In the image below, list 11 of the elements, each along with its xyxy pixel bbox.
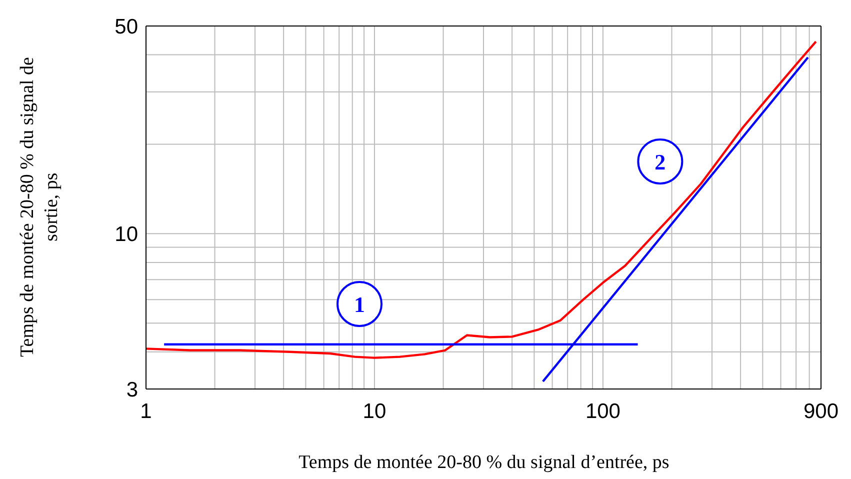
x-tick-label: 900 xyxy=(803,400,839,423)
x-tick-label: 100 xyxy=(585,400,620,423)
x-tick-label: 10 xyxy=(362,400,386,423)
y-tick-label: 3 xyxy=(126,378,138,402)
annotation: 1 xyxy=(354,292,366,317)
y-tick-label: 10 xyxy=(114,223,138,246)
annotation: 2 xyxy=(654,149,666,174)
y-tick-label: 50 xyxy=(114,15,138,38)
y-axis-title: Temps de montée 20-80 % du signal de sortie, ps xyxy=(16,57,63,357)
x-tick-label: 1 xyxy=(140,400,152,423)
x-axis-title: Temps de montée 20-80 % du signal d’entrée, ps xyxy=(298,452,670,474)
